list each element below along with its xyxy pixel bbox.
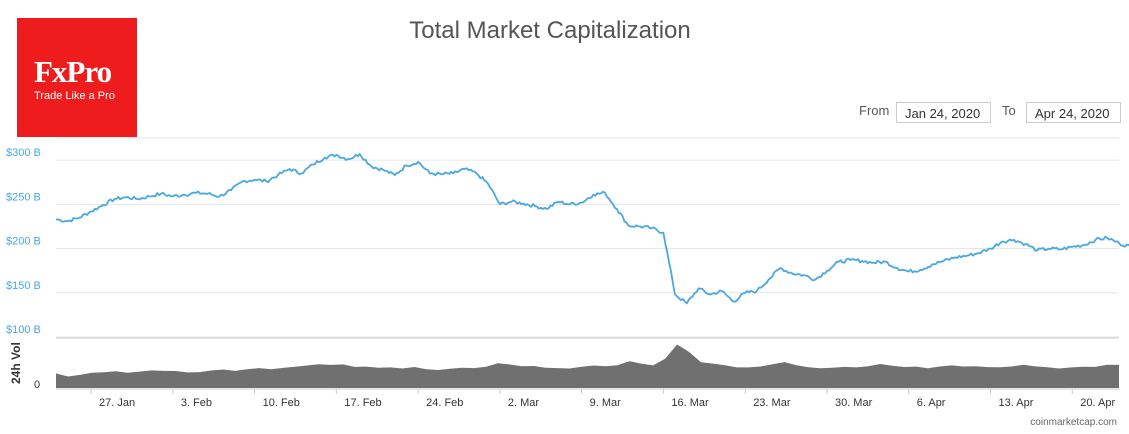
y-tick-label: $100 B (6, 324, 41, 336)
logo-brand: FxPro (34, 54, 112, 89)
market-cap-line (55, 153, 1129, 305)
volume-area (56, 344, 1119, 388)
logo-tagline: Trade Like a Pro (34, 90, 115, 102)
x-tick-label: 27. Jan (99, 397, 135, 409)
x-tick-label: 6. Apr (917, 397, 946, 409)
volume-axis-title: 24h Vol (9, 342, 23, 384)
market-cap-series-group (55, 153, 1129, 305)
to-label: To (1002, 103, 1016, 118)
y-tick-label: $200 B (6, 236, 41, 248)
grid-lines (56, 137, 1119, 338)
volume-axis-labels: 24h Vol 0 (9, 342, 40, 391)
x-tick-label: 24. Feb (426, 397, 463, 409)
y-tick-label: $150 B (6, 280, 41, 292)
x-tick-label: 16. Mar (671, 397, 709, 409)
x-tick-label: 9. Mar (590, 397, 622, 409)
x-tick-label: 10. Feb (263, 397, 300, 409)
chart-title: Total Market Capitalization (409, 17, 691, 44)
from-date-input[interactable]: Jan 24, 2020 (896, 102, 991, 123)
x-tick-label: 30. Mar (835, 397, 873, 409)
x-tick-label: 13. Apr (999, 397, 1034, 409)
fxpro-logo: FxPro Trade Like a Pro (17, 18, 137, 137)
volume-zero-label: 0 (34, 379, 40, 391)
y-tick-label: $300 B (6, 147, 41, 159)
x-tick-label: 23. Mar (753, 397, 791, 409)
to-date-input[interactable]: Apr 24, 2020 (1026, 102, 1121, 123)
x-tick-label: 20. Apr (1080, 397, 1115, 409)
volume-area-group (56, 337, 1119, 390)
y-axis-ticks: $300 B $250 B $200 B $150 B $100 B (6, 147, 41, 336)
x-axis-ticks: 27. Jan 3. Feb 10. Feb 17. Feb 24. Feb 2. Mar… (90, 389, 1115, 409)
data-credit[interactable]: coinmarketcap.com (1030, 417, 1117, 428)
x-tick-label: 17. Feb (344, 397, 381, 409)
x-tick-label: 3. Feb (181, 397, 212, 409)
x-tick-label: 2. Mar (508, 397, 540, 409)
y-tick-label: $250 B (6, 191, 41, 203)
from-label: From (859, 103, 890, 118)
